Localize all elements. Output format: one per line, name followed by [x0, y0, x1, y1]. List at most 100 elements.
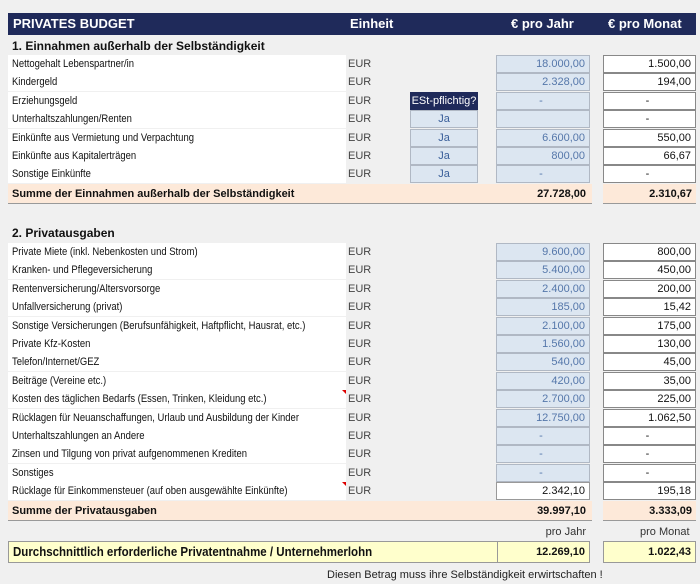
comment-indicator-icon[interactable] — [342, 390, 346, 395]
row-label: Unterhaltszahlungen/Renten — [12, 113, 132, 126]
row-unit: EUR — [348, 374, 372, 387]
row-label-cell: Sonstiges — [8, 463, 346, 482]
year-value-input[interactable]: 2.700,00 — [496, 390, 590, 409]
year-value-input[interactable] — [496, 110, 590, 129]
year-value-input[interactable]: 6.600,00 — [496, 128, 590, 147]
row-label-cell: Einkünfte aus Vermietung und Verpachtung — [8, 128, 346, 147]
month-value: 66,67 — [603, 147, 696, 165]
table-row: Private Kfz-Kosten EUR 1.560,00 130,00 — [8, 335, 696, 353]
row-label: Unfallversicherung (privat) — [12, 301, 123, 314]
sum-label: Summe der Einnahmen außerhalb der Selbst… — [8, 184, 592, 204]
row-unit: EUR — [348, 113, 372, 126]
month-value: 45,00 — [603, 353, 696, 372]
year-value-input[interactable]: 2.100,00 — [496, 316, 590, 335]
month-value: 450,00 — [603, 261, 696, 280]
row-label-cell: Nettogehalt Lebenspartner/in — [8, 55, 346, 73]
table-row: Erziehungsgeld EUR ESt-pflichtig? - - — [8, 91, 696, 110]
table-row: Rentenversicherung/Altersvorsorge EUR 2.40… — [8, 279, 696, 298]
tax-liable-toggle[interactable]: Ja — [410, 128, 478, 147]
row-label-cell: Rücklage für Einkommensteuer (auf oben a… — [8, 482, 346, 501]
row-unit: EUR — [348, 448, 372, 461]
row-label-cell: Rentenversicherung/Altersvorsorge — [8, 279, 346, 298]
comment-indicator-icon[interactable] — [342, 482, 346, 487]
row-label-cell: Zinsen und Tilgung von privat aufgenomme… — [8, 445, 346, 464]
month-value: - — [603, 445, 696, 464]
row-label-cell: Kosten des täglichen Bedarfs (Essen, Tri… — [8, 390, 346, 409]
row-unit: EUR — [348, 466, 372, 479]
row-label-cell: Sonstige Einkünfte — [8, 165, 346, 184]
month-value: 1.500,00 — [603, 55, 696, 73]
sum-month: 2.310,67 — [603, 184, 696, 204]
month-value: - — [603, 110, 696, 129]
row-label-cell: Einkünfte aus Kapitalerträgen — [8, 147, 346, 165]
year-value-input[interactable]: 2.400,00 — [496, 279, 590, 298]
year-value-input[interactable]: 1.560,00 — [496, 335, 590, 353]
year-value-input[interactable]: 540,00 — [496, 353, 590, 372]
year-value-input[interactable]: 185,00 — [496, 298, 590, 317]
year-column-header: € pro Jahr — [511, 16, 574, 31]
month-value: 35,00 — [603, 371, 696, 390]
year-value-input[interactable]: 800,00 — [496, 147, 590, 165]
table-row: Kosten des täglichen Bedarfs (Essen, Tri… — [8, 390, 696, 409]
pro-jahr-label: pro Jahr — [545, 526, 586, 538]
table-row: Einkünfte aus Kapitalerträgen EUR Ja 800,00… — [8, 147, 696, 165]
month-value: 225,00 — [603, 390, 696, 409]
row-label: Unterhaltszahlungen an Andere — [12, 430, 145, 442]
month-value: - — [603, 91, 696, 110]
year-value-input[interactable]: 2.328,00 — [496, 73, 590, 92]
row-label: Erziehungsgeld — [12, 94, 78, 107]
row-unit: EUR — [348, 76, 372, 89]
row-label: Kranken- und Pflegeversicherung — [12, 264, 153, 277]
row-unit: EUR — [348, 411, 372, 424]
row-unit: EUR — [348, 150, 372, 162]
month-value: - — [603, 427, 696, 445]
year-value-input[interactable]: - — [496, 445, 590, 464]
pro-monat-label: pro Monat — [640, 526, 690, 538]
row-unit: EUR — [348, 94, 372, 107]
page-title: PRIVATES BUDGET — [13, 16, 135, 31]
table-row: Sonstige Versicherungen (Berufsunfähigke… — [8, 316, 696, 335]
month-value: 175,00 — [603, 316, 696, 335]
row-label-cell: Unfallversicherung (privat) — [8, 298, 346, 317]
year-value-input[interactable]: 18.000,00 — [496, 55, 590, 73]
expense-sum-row: Summe der Privatausgaben 39.997,10 3.333… — [8, 501, 696, 521]
row-label-cell: Erziehungsgeld — [8, 91, 346, 110]
month-value: 550,00 — [603, 128, 696, 147]
year-value-input[interactable]: 9.600,00 — [496, 243, 590, 261]
sum-year: 27.728,00 — [537, 188, 586, 200]
year-value-input[interactable]: 420,00 — [496, 371, 590, 390]
year-value-input[interactable]: - — [496, 463, 590, 482]
tax-liable-toggle[interactable]: Ja — [410, 110, 478, 129]
row-unit: EUR — [348, 264, 372, 277]
row-unit: EUR — [348, 319, 372, 332]
table-row: Zinsen und Tilgung von privat aufgenomme… — [8, 445, 696, 464]
result-month: 1.022,43 — [603, 541, 696, 563]
tax-liable-header: ESt-pflichtig? — [410, 91, 478, 110]
row-label: Einkünfte aus Kapitalerträgen — [12, 150, 137, 162]
row-label-cell: Beiträge (Vereine etc.) — [8, 371, 346, 390]
year-value-input[interactable]: 12.750,00 — [496, 408, 590, 427]
table-row: Nettogehalt Lebenspartner/in EUR 18.000,00… — [8, 55, 696, 73]
row-label: Nettogehalt Lebenspartner/in — [12, 58, 135, 70]
year-value-input[interactable]: - — [496, 91, 590, 110]
month-value: 130,00 — [603, 335, 696, 353]
tax-liable-toggle[interactable]: Ja — [410, 147, 478, 165]
month-value: 200,00 — [603, 279, 696, 298]
section-title-income: 1. Einnahmen außerhalb der Selbständigke… — [12, 39, 265, 53]
row-unit: EUR — [348, 246, 372, 258]
tax-liable-toggle[interactable]: Ja — [410, 165, 478, 184]
section-title-expenses: 2. Privatausgaben — [12, 226, 115, 240]
month-value: - — [603, 463, 696, 482]
month-column-header: € pro Monat — [608, 16, 682, 31]
year-value-input[interactable]: - — [496, 165, 590, 184]
row-label-cell: Sonstige Versicherungen (Berufsunfähigke… — [8, 316, 346, 335]
row-unit: EUR — [348, 430, 372, 442]
table-row: Private Miete (inkl. Nebenkosten und Str… — [8, 243, 696, 261]
year-value-input[interactable]: - — [496, 427, 590, 445]
table-row: Beiträge (Vereine etc.) EUR 420,00 35,00 — [8, 371, 696, 390]
year-value-input[interactable]: 5.400,00 — [496, 261, 590, 280]
row-label: Private Kfz-Kosten — [12, 338, 91, 350]
row-label-cell: Unterhaltszahlungen an Andere — [8, 427, 346, 445]
row-unit: EUR — [348, 168, 372, 181]
row-label: Private Miete (inkl. Nebenkosten und Str… — [12, 246, 198, 258]
